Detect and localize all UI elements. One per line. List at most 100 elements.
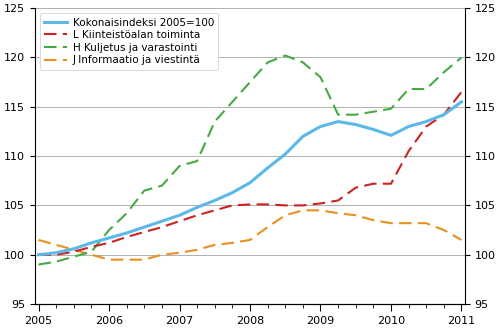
H Kuljetus ja varastointi <box>176 164 182 168</box>
Kokonaisindeksi 2005=100 <box>194 205 200 209</box>
Kokonaisindeksi 2005=100 <box>406 124 411 128</box>
Kokonaisindeksi 2005=100 <box>318 124 324 128</box>
Line: L Kiinteistöalan toiminta: L Kiinteistöalan toiminta <box>38 92 462 255</box>
H Kuljetus ja varastointi <box>388 107 394 111</box>
H Kuljetus ja varastointi <box>352 113 358 117</box>
H Kuljetus ja varastointi <box>124 211 130 215</box>
J Informaatio ja viestintä <box>300 208 306 212</box>
L Kiinteistöalan toiminta <box>88 245 94 249</box>
Kokonaisindeksi 2005=100 <box>53 251 59 255</box>
L Kiinteistöalan toiminta <box>230 203 235 207</box>
Kokonaisindeksi 2005=100 <box>71 247 77 251</box>
L Kiinteistöalan toiminta <box>423 124 429 128</box>
J Informaatio ja viestintä <box>388 221 394 225</box>
Kokonaisindeksi 2005=100 <box>124 231 130 235</box>
J Informaatio ja viestintä <box>142 258 148 262</box>
J Informaatio ja viestintä <box>335 211 341 215</box>
Kokonaisindeksi 2005=100 <box>441 113 447 117</box>
Kokonaisindeksi 2005=100 <box>388 133 394 137</box>
H Kuljetus ja varastointi <box>282 53 288 57</box>
H Kuljetus ja varastointi <box>36 263 42 267</box>
H Kuljetus ja varastointi <box>441 70 447 74</box>
H Kuljetus ja varastointi <box>106 228 112 232</box>
L Kiinteistöalan toiminta <box>458 90 464 94</box>
L Kiinteistöalan toiminta <box>300 203 306 207</box>
Line: J Informaatio ja viestintä: J Informaatio ja viestintä <box>38 210 462 260</box>
Kokonaisindeksi 2005=100 <box>264 166 270 170</box>
J Informaatio ja viestintä <box>318 208 324 212</box>
L Kiinteistöalan toiminta <box>142 230 148 234</box>
L Kiinteistöalan toiminta <box>282 203 288 207</box>
H Kuljetus ja varastointi <box>335 113 341 117</box>
Line: Kokonaisindeksi 2005=100: Kokonaisindeksi 2005=100 <box>38 102 462 255</box>
J Informaatio ja viestintä <box>441 228 447 232</box>
J Informaatio ja viestintä <box>176 251 182 255</box>
L Kiinteistöalan toiminta <box>36 253 42 257</box>
Kokonaisindeksi 2005=100 <box>247 181 253 185</box>
Kokonaisindeksi 2005=100 <box>352 122 358 126</box>
J Informaatio ja viestintä <box>406 221 411 225</box>
L Kiinteistöalan toiminta <box>406 149 411 153</box>
J Informaatio ja viestintä <box>159 253 165 257</box>
L Kiinteistöalan toiminta <box>159 225 165 229</box>
H Kuljetus ja varastointi <box>300 60 306 64</box>
L Kiinteistöalan toiminta <box>388 182 394 186</box>
H Kuljetus ja varastointi <box>264 60 270 64</box>
H Kuljetus ja varastointi <box>159 184 165 188</box>
L Kiinteistöalan toiminta <box>124 235 130 239</box>
H Kuljetus ja varastointi <box>212 119 218 123</box>
Kokonaisindeksi 2005=100 <box>335 119 341 123</box>
Line: H Kuljetus ja varastointi: H Kuljetus ja varastointi <box>38 55 462 265</box>
J Informaatio ja viestintä <box>370 218 376 222</box>
J Informaatio ja viestintä <box>423 221 429 225</box>
J Informaatio ja viestintä <box>230 241 235 245</box>
L Kiinteistöalan toiminta <box>335 199 341 203</box>
L Kiinteistöalan toiminta <box>352 186 358 190</box>
J Informaatio ja viestintä <box>247 238 253 242</box>
Kokonaisindeksi 2005=100 <box>142 225 148 229</box>
J Informaatio ja viestintä <box>352 213 358 217</box>
L Kiinteistöalan toiminta <box>264 202 270 206</box>
J Informaatio ja viestintä <box>106 258 112 262</box>
H Kuljetus ja varastointi <box>88 250 94 254</box>
J Informaatio ja viestintä <box>71 248 77 252</box>
L Kiinteistöalan toiminta <box>71 250 77 254</box>
H Kuljetus ja varastointi <box>370 110 376 114</box>
Kokonaisindeksi 2005=100 <box>106 236 112 240</box>
Kokonaisindeksi 2005=100 <box>458 100 464 104</box>
Kokonaisindeksi 2005=100 <box>370 127 376 131</box>
H Kuljetus ja varastointi <box>142 189 148 193</box>
L Kiinteistöalan toiminta <box>212 208 218 212</box>
Kokonaisindeksi 2005=100 <box>300 134 306 138</box>
Kokonaisindeksi 2005=100 <box>282 152 288 156</box>
H Kuljetus ja varastointi <box>423 87 429 91</box>
Kokonaisindeksi 2005=100 <box>212 199 218 203</box>
L Kiinteistöalan toiminta <box>194 213 200 217</box>
L Kiinteistöalan toiminta <box>318 201 324 205</box>
H Kuljetus ja varastointi <box>247 80 253 84</box>
J Informaatio ja viestintä <box>88 253 94 257</box>
L Kiinteistöalan toiminta <box>176 219 182 223</box>
Kokonaisindeksi 2005=100 <box>159 219 165 223</box>
Kokonaisindeksi 2005=100 <box>36 253 42 257</box>
H Kuljetus ja varastointi <box>53 260 59 264</box>
H Kuljetus ja varastointi <box>318 75 324 79</box>
Kokonaisindeksi 2005=100 <box>230 191 235 195</box>
H Kuljetus ja varastointi <box>406 87 411 91</box>
H Kuljetus ja varastointi <box>230 100 235 104</box>
J Informaatio ja viestintä <box>282 213 288 217</box>
H Kuljetus ja varastointi <box>71 255 77 259</box>
L Kiinteistöalan toiminta <box>53 253 59 257</box>
H Kuljetus ja varastointi <box>458 55 464 59</box>
Kokonaisindeksi 2005=100 <box>176 213 182 217</box>
L Kiinteistöalan toiminta <box>441 113 447 117</box>
L Kiinteistöalan toiminta <box>247 202 253 206</box>
J Informaatio ja viestintä <box>212 243 218 247</box>
L Kiinteistöalan toiminta <box>106 241 112 245</box>
Kokonaisindeksi 2005=100 <box>423 119 429 123</box>
L Kiinteistöalan toiminta <box>370 182 376 186</box>
J Informaatio ja viestintä <box>53 243 59 247</box>
J Informaatio ja viestintä <box>194 248 200 252</box>
J Informaatio ja viestintä <box>264 225 270 229</box>
H Kuljetus ja varastointi <box>194 159 200 163</box>
